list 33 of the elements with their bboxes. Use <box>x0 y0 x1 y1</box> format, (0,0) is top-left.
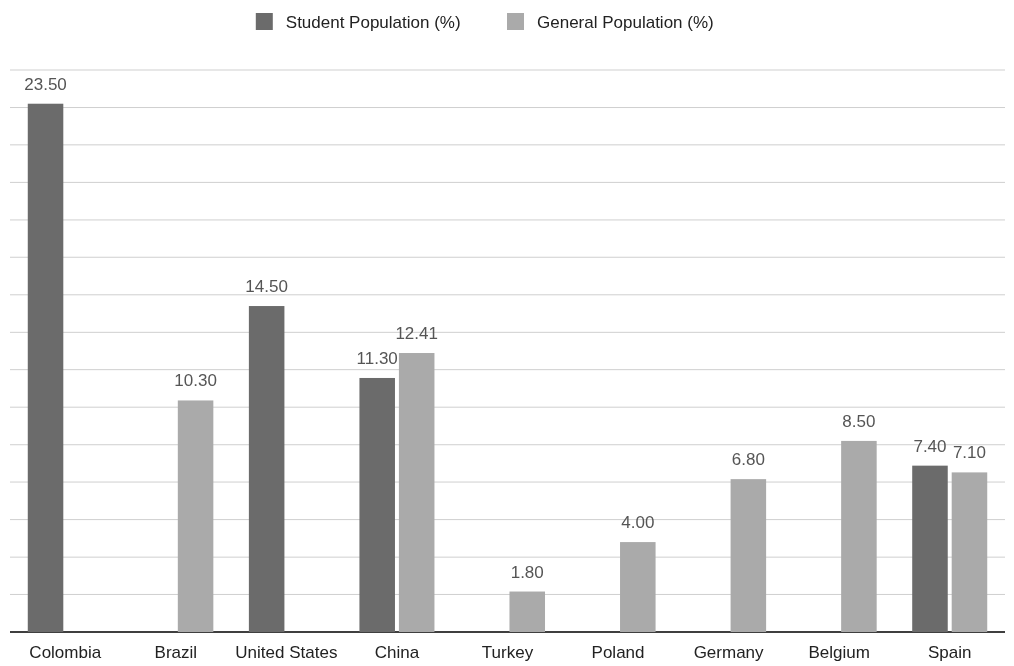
x-tick-label: United States <box>235 643 338 662</box>
data-label: 7.40 <box>913 436 947 456</box>
legend-label: General Population (%) <box>537 13 714 32</box>
bar <box>509 591 546 632</box>
data-label: 7.10 <box>952 443 987 463</box>
x-tick-label: Belgium <box>808 643 870 662</box>
data-label: 6.80 <box>731 450 765 470</box>
x-tick-label: China <box>374 643 420 662</box>
bar <box>730 479 767 632</box>
bar <box>177 400 214 632</box>
data-label: 11.30 <box>356 348 398 368</box>
x-tick-label: Colombia <box>29 643 102 662</box>
data-label: 12.41 <box>395 324 438 344</box>
data-label: 4.00 <box>621 513 655 533</box>
bar <box>27 103 64 632</box>
bar <box>248 306 285 632</box>
x-tick-label: Poland <box>591 643 645 662</box>
data-label: 10.30 <box>174 371 217 391</box>
data-label: 1.80 <box>510 562 544 582</box>
bar <box>912 465 948 632</box>
x-tick-label: Germany <box>693 643 765 662</box>
x-tick-label: Brazil <box>154 643 198 662</box>
bar <box>398 353 435 632</box>
data-label: 14.50 <box>245 277 288 297</box>
bar <box>951 472 988 632</box>
legend-label: Student Population (%) <box>285 13 461 32</box>
data-label: 8.50 <box>842 411 876 431</box>
data-label: 23.50 <box>24 74 67 94</box>
bar <box>841 440 877 632</box>
bar <box>359 377 395 632</box>
bar <box>620 542 656 632</box>
x-tick-label: Turkey <box>481 643 534 662</box>
x-tick-label: Spain <box>927 643 972 662</box>
